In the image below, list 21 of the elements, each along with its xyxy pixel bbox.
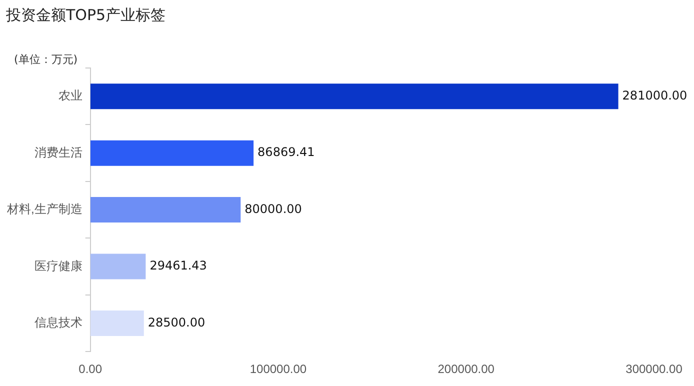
- bar: [90, 254, 146, 280]
- x-tick-label: 300000.00: [626, 362, 683, 376]
- y-tick-label: 消费生活: [34, 145, 82, 160]
- bar: [90, 84, 618, 110]
- y-tick-label: 材料,生产制造: [6, 202, 82, 216]
- data-label: 86869.41: [258, 145, 315, 160]
- chart-title: 投资金额TOP5产业标签: [6, 6, 166, 25]
- x-tick-label: 100000.00: [250, 362, 307, 376]
- data-label: 28500.00: [148, 315, 206, 330]
- data-label: 80000.00: [244, 202, 302, 216]
- x-tick-label: 200000.00: [438, 362, 495, 376]
- y-tick-label: 信息技术: [34, 316, 82, 330]
- text: (单位：万元): [14, 52, 78, 67]
- data-label: 281000.00: [622, 88, 688, 102]
- bar: [90, 310, 144, 336]
- x-tick-label: 0.00: [78, 362, 102, 376]
- bar: [90, 197, 241, 223]
- y-tick-label: 医疗健康: [34, 258, 82, 273]
- bar: [90, 140, 254, 166]
- y-tick-label: 农业: [58, 88, 82, 103]
- data-label: 29461.43: [150, 258, 207, 273]
